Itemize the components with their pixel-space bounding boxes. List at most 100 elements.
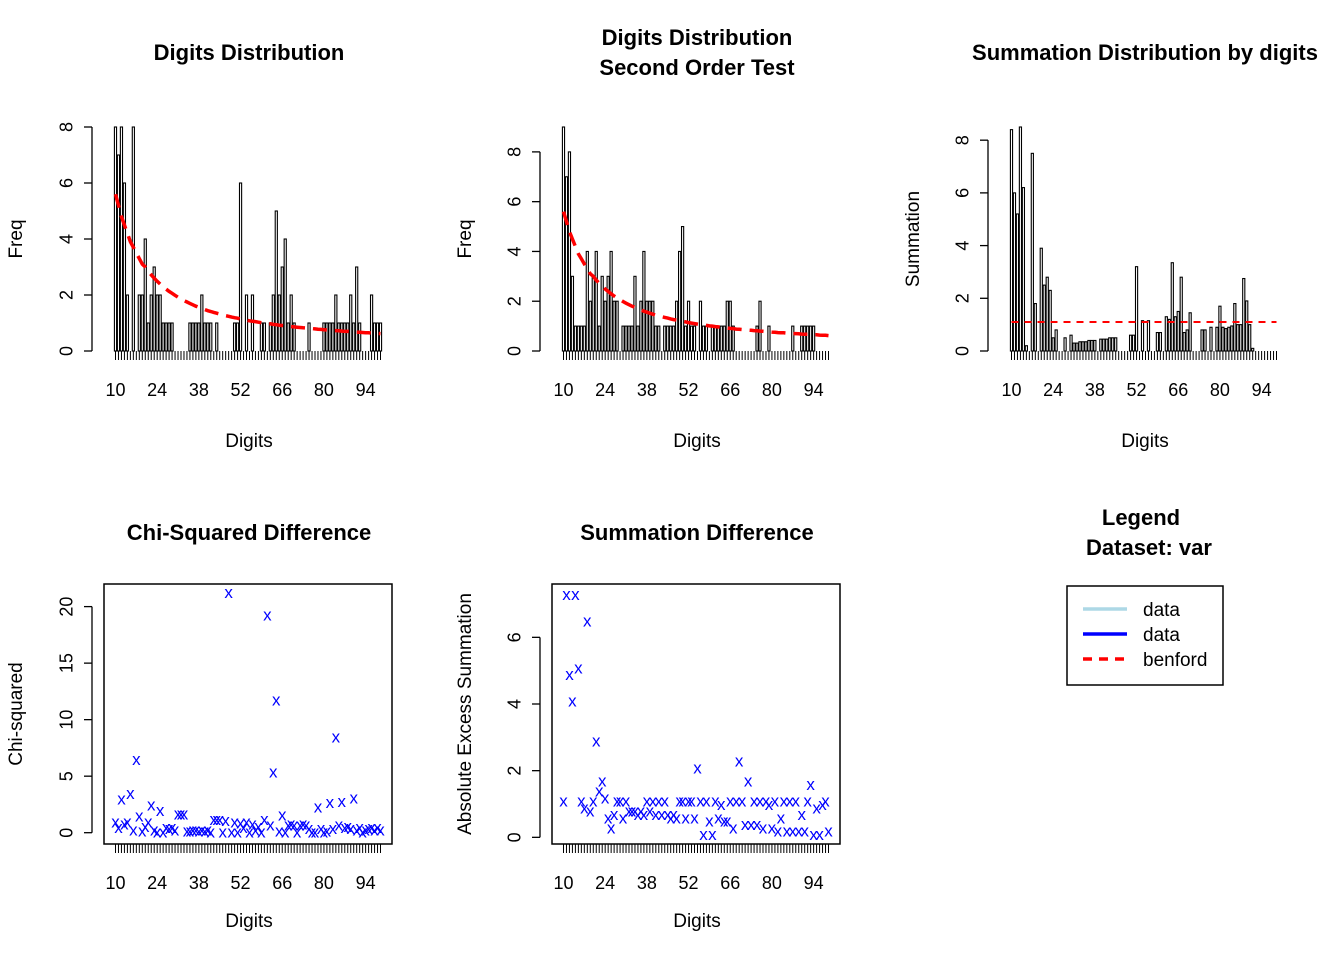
- bar: [161, 322, 165, 352]
- y-axis-label: Freq: [455, 219, 476, 258]
- point-marker: x: [251, 820, 260, 839]
- x-axis-label: Digits: [1121, 431, 1169, 452]
- point-marker: x: [281, 823, 290, 842]
- y-axis-label: Absolute Excess Summation: [455, 593, 476, 835]
- point-marker: x: [344, 817, 353, 836]
- y-axis-label: Chi-squared: [6, 662, 27, 766]
- bar: [378, 322, 383, 352]
- bar: [244, 294, 249, 352]
- legend-item-benford: benford: [1143, 650, 1207, 671]
- bar: [119, 126, 124, 352]
- point-marker: x: [367, 818, 376, 837]
- point-marker: x: [580, 798, 589, 817]
- point-marker: x: [705, 812, 714, 831]
- bar: [1069, 334, 1073, 352]
- bar: [116, 154, 121, 352]
- y-tick-label: 4: [56, 234, 76, 244]
- point-marker: x: [780, 792, 789, 811]
- bar: [1245, 300, 1249, 352]
- point-marker: x: [311, 823, 320, 842]
- x-tick-label: 66: [720, 380, 740, 400]
- y-tick-label: 6: [56, 178, 76, 188]
- bar: [1048, 289, 1052, 352]
- point-marker: x: [658, 805, 667, 824]
- y-tick-label: 6: [952, 188, 972, 198]
- bar: [725, 300, 729, 352]
- bar: [683, 325, 688, 352]
- bar: [209, 322, 213, 352]
- bar: [1215, 326, 1219, 352]
- point-marker: x: [293, 823, 302, 842]
- y-axis-label: Freq: [6, 219, 27, 258]
- bar: [1128, 334, 1133, 352]
- bar: [1090, 339, 1094, 352]
- bar: [1248, 324, 1252, 352]
- bar: [1218, 305, 1222, 352]
- point-marker: x: [257, 823, 266, 842]
- point-marker: x: [141, 817, 150, 836]
- bar: [286, 322, 290, 352]
- point-marker: x: [741, 815, 750, 834]
- point-marker: x: [649, 792, 658, 811]
- bar: [1072, 342, 1076, 352]
- point-marker: x: [571, 585, 580, 604]
- point-marker: x: [824, 822, 833, 841]
- bar: [806, 325, 810, 352]
- bar: [331, 322, 335, 352]
- point-marker: x: [708, 825, 717, 844]
- bar: [346, 322, 350, 352]
- point-marker: x: [236, 813, 245, 832]
- chart-summation: Summation Distribution by digits Digits Su…: [903, 40, 1318, 452]
- point-marker: x: [195, 821, 204, 840]
- bar: [564, 176, 569, 352]
- point-marker: x: [323, 821, 332, 840]
- point-marker: x: [171, 820, 180, 839]
- point-marker: x: [783, 822, 792, 841]
- y-tick-label: 10: [56, 710, 76, 730]
- bar: [1078, 341, 1082, 352]
- bar: [755, 325, 759, 352]
- point-marker: x: [305, 819, 314, 838]
- point-marker: x: [637, 802, 646, 821]
- point-marker: x: [215, 810, 224, 829]
- bar: [606, 275, 610, 352]
- bar: [1131, 334, 1136, 352]
- point-marker: x: [711, 792, 720, 811]
- point-marker: x: [114, 818, 123, 837]
- bar: [570, 275, 575, 352]
- bar: [1102, 338, 1106, 352]
- point-marker: x: [568, 692, 577, 711]
- x-tick-label: 38: [637, 873, 657, 893]
- bar: [1176, 310, 1180, 352]
- bar: [375, 322, 380, 352]
- point-marker: x: [699, 825, 708, 844]
- point-marker: x: [610, 805, 619, 824]
- bar: [170, 322, 174, 352]
- x-tick-label: 94: [356, 873, 376, 893]
- point-marker: x: [287, 815, 296, 834]
- bar: [1221, 326, 1225, 352]
- bar: [639, 300, 643, 352]
- bar: [633, 275, 637, 352]
- bar: [621, 325, 625, 352]
- point-marker: x: [786, 792, 795, 811]
- bar: [1146, 320, 1151, 352]
- point-marker: x: [335, 816, 344, 835]
- bar: [140, 294, 144, 352]
- point-marker: x: [230, 812, 239, 831]
- bar: [567, 151, 572, 352]
- bar: [1015, 213, 1020, 352]
- point-marker: x: [702, 792, 711, 811]
- bar: [337, 322, 341, 352]
- point-marker: x: [361, 820, 370, 839]
- bar: [1042, 284, 1046, 352]
- x-tick-label: 80: [1210, 380, 1230, 400]
- x-tick-label: 94: [1252, 380, 1272, 400]
- bar: [663, 325, 667, 352]
- point-marker: x: [696, 792, 705, 811]
- legend-box: [1066, 585, 1224, 686]
- bar: [1018, 126, 1023, 352]
- point-marker: x: [266, 816, 275, 835]
- point-marker: x: [165, 819, 174, 838]
- point-marker: x: [792, 792, 801, 811]
